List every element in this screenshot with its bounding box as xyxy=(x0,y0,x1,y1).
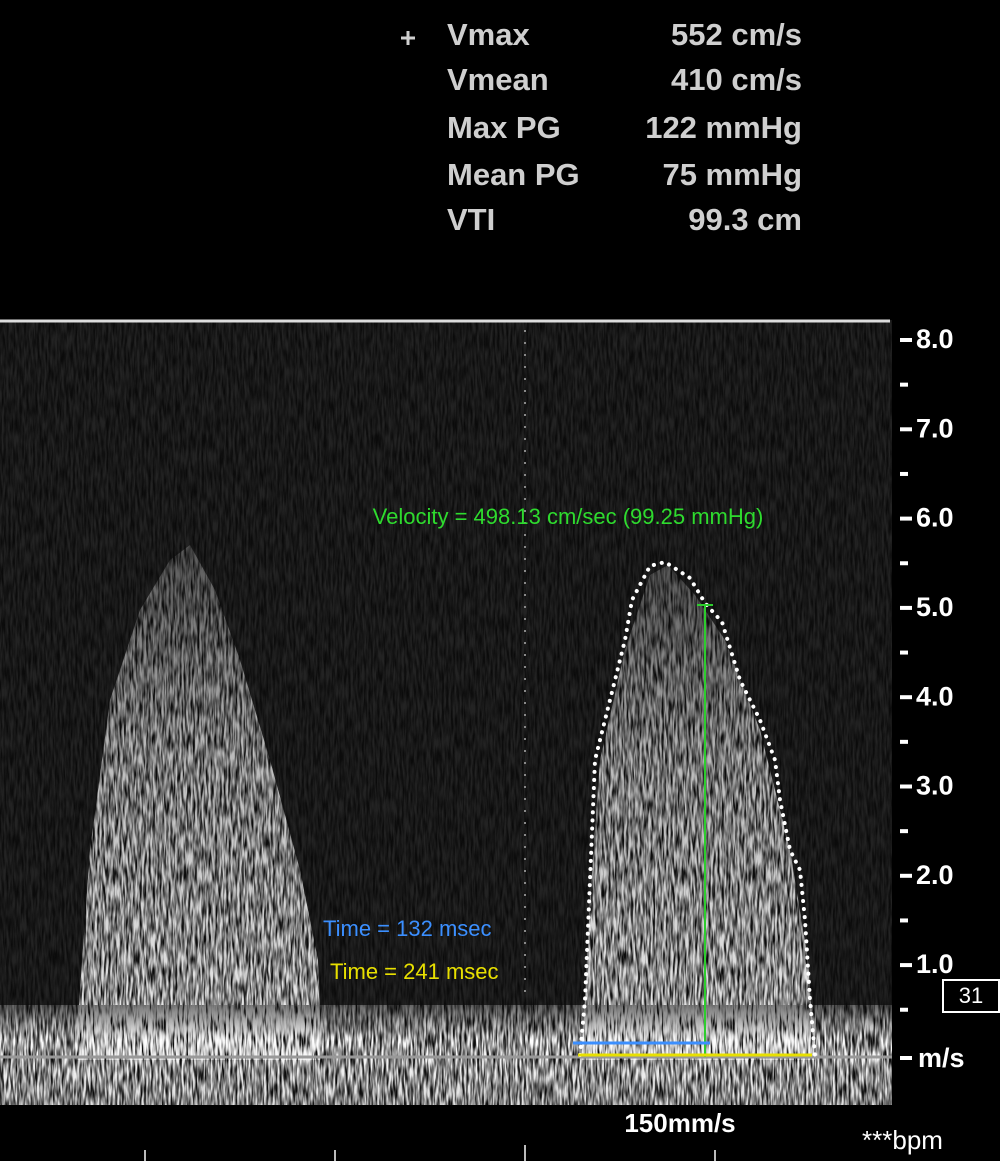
scale-label: 1.0 xyxy=(916,949,954,979)
time-label-yellow: Time = 241 msec xyxy=(330,959,499,984)
doppler-envelope xyxy=(582,565,815,1060)
scale-label: 3.0 xyxy=(916,771,954,801)
time-ticks xyxy=(144,1145,716,1161)
measurement-label: Vmean xyxy=(447,62,549,97)
measurement-label: VTI xyxy=(447,202,495,237)
velocity-label: Velocity = 498.13 cm/sec (99.25 mmHg) xyxy=(373,504,764,529)
measurement-label: Mean PG xyxy=(447,157,580,192)
measurement-value: 99.3 cm xyxy=(688,202,802,237)
heart-rate: ***bpm xyxy=(862,1125,943,1155)
doppler-envelope xyxy=(75,545,322,1060)
measurement-value: 122 mmHg xyxy=(645,110,802,145)
measurement-value: 75 mmHg xyxy=(662,157,802,192)
scale-label: 6.0 xyxy=(916,503,954,533)
measurement-value: 410 cm/s xyxy=(671,62,802,97)
scale-label: 2.0 xyxy=(916,860,954,890)
measurement-label: Vmax xyxy=(447,17,530,52)
measurement-value: 552 cm/s xyxy=(671,17,802,52)
scale-label: 8.0 xyxy=(916,324,954,354)
scale-label: 4.0 xyxy=(916,681,954,711)
cursor-icon xyxy=(401,31,415,45)
badge: 31 xyxy=(959,983,983,1008)
scale-label: 5.0 xyxy=(916,592,954,622)
badge-box xyxy=(942,979,1000,1013)
scale-unit: m/s xyxy=(918,1043,965,1073)
scale-label: 7.0 xyxy=(916,413,954,443)
time-label-blue: Time = 132 msec xyxy=(323,916,492,941)
sweep-speed: 150mm/s xyxy=(624,1108,735,1138)
measurement-label: Max PG xyxy=(447,110,561,145)
